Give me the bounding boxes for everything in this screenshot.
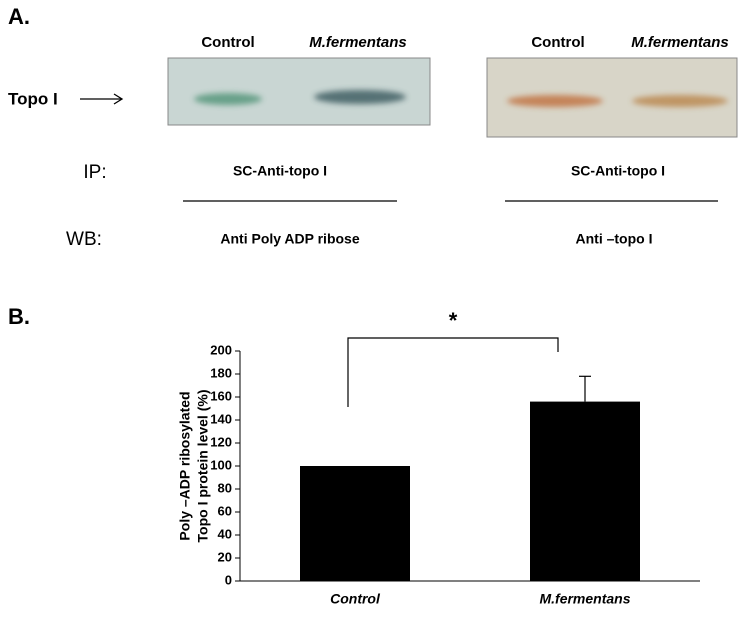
x-tick-label: Control (330, 591, 381, 607)
y-tick-label: 180 (210, 365, 232, 380)
y-tick-label: 60 (218, 503, 232, 518)
band (632, 95, 728, 107)
lane-label: M.fermentans (309, 34, 407, 51)
ip-label: IP: (83, 162, 106, 183)
y-axis-title: Poly –ADP ribosylated (177, 391, 193, 540)
y-tick-label: 200 (210, 342, 232, 357)
x-tick-label: M.fermentans (539, 591, 630, 607)
bar (300, 466, 410, 581)
y-tick-label: 80 (218, 480, 232, 495)
y-tick-label: 40 (218, 526, 232, 541)
wb-antibody: Anti –topo I (576, 231, 653, 247)
significance-marker: * (449, 308, 458, 333)
arrow-head (113, 93, 124, 105)
lane-label: M.fermentans (631, 34, 729, 51)
y-tick-label: 120 (210, 434, 232, 449)
band (507, 95, 603, 107)
blot (167, 57, 431, 126)
wb-antibody: Anti Poly ADP ribose (220, 231, 359, 247)
ip-antibody: SC-Anti-topo I (571, 163, 665, 179)
panel-label: A. (8, 4, 30, 29)
wb-label: WB: (66, 229, 102, 250)
bar (530, 401, 640, 581)
lane-label: Control (201, 34, 254, 51)
y-tick-label: 160 (210, 388, 232, 403)
y-tick-label: 0 (225, 572, 232, 587)
panel-label: B. (8, 304, 30, 329)
lane-label: Control (531, 34, 584, 51)
y-tick-label: 140 (210, 411, 232, 426)
y-tick-label: 20 (218, 549, 232, 564)
y-axis-title: Topo I protein level (%) (195, 390, 211, 543)
band (194, 93, 262, 105)
ip-antibody: SC-Anti-topo I (233, 163, 327, 179)
significance-bracket (347, 337, 559, 407)
band (314, 90, 406, 104)
y-tick-label: 100 (210, 457, 232, 472)
band-label: Topo I (8, 89, 58, 108)
